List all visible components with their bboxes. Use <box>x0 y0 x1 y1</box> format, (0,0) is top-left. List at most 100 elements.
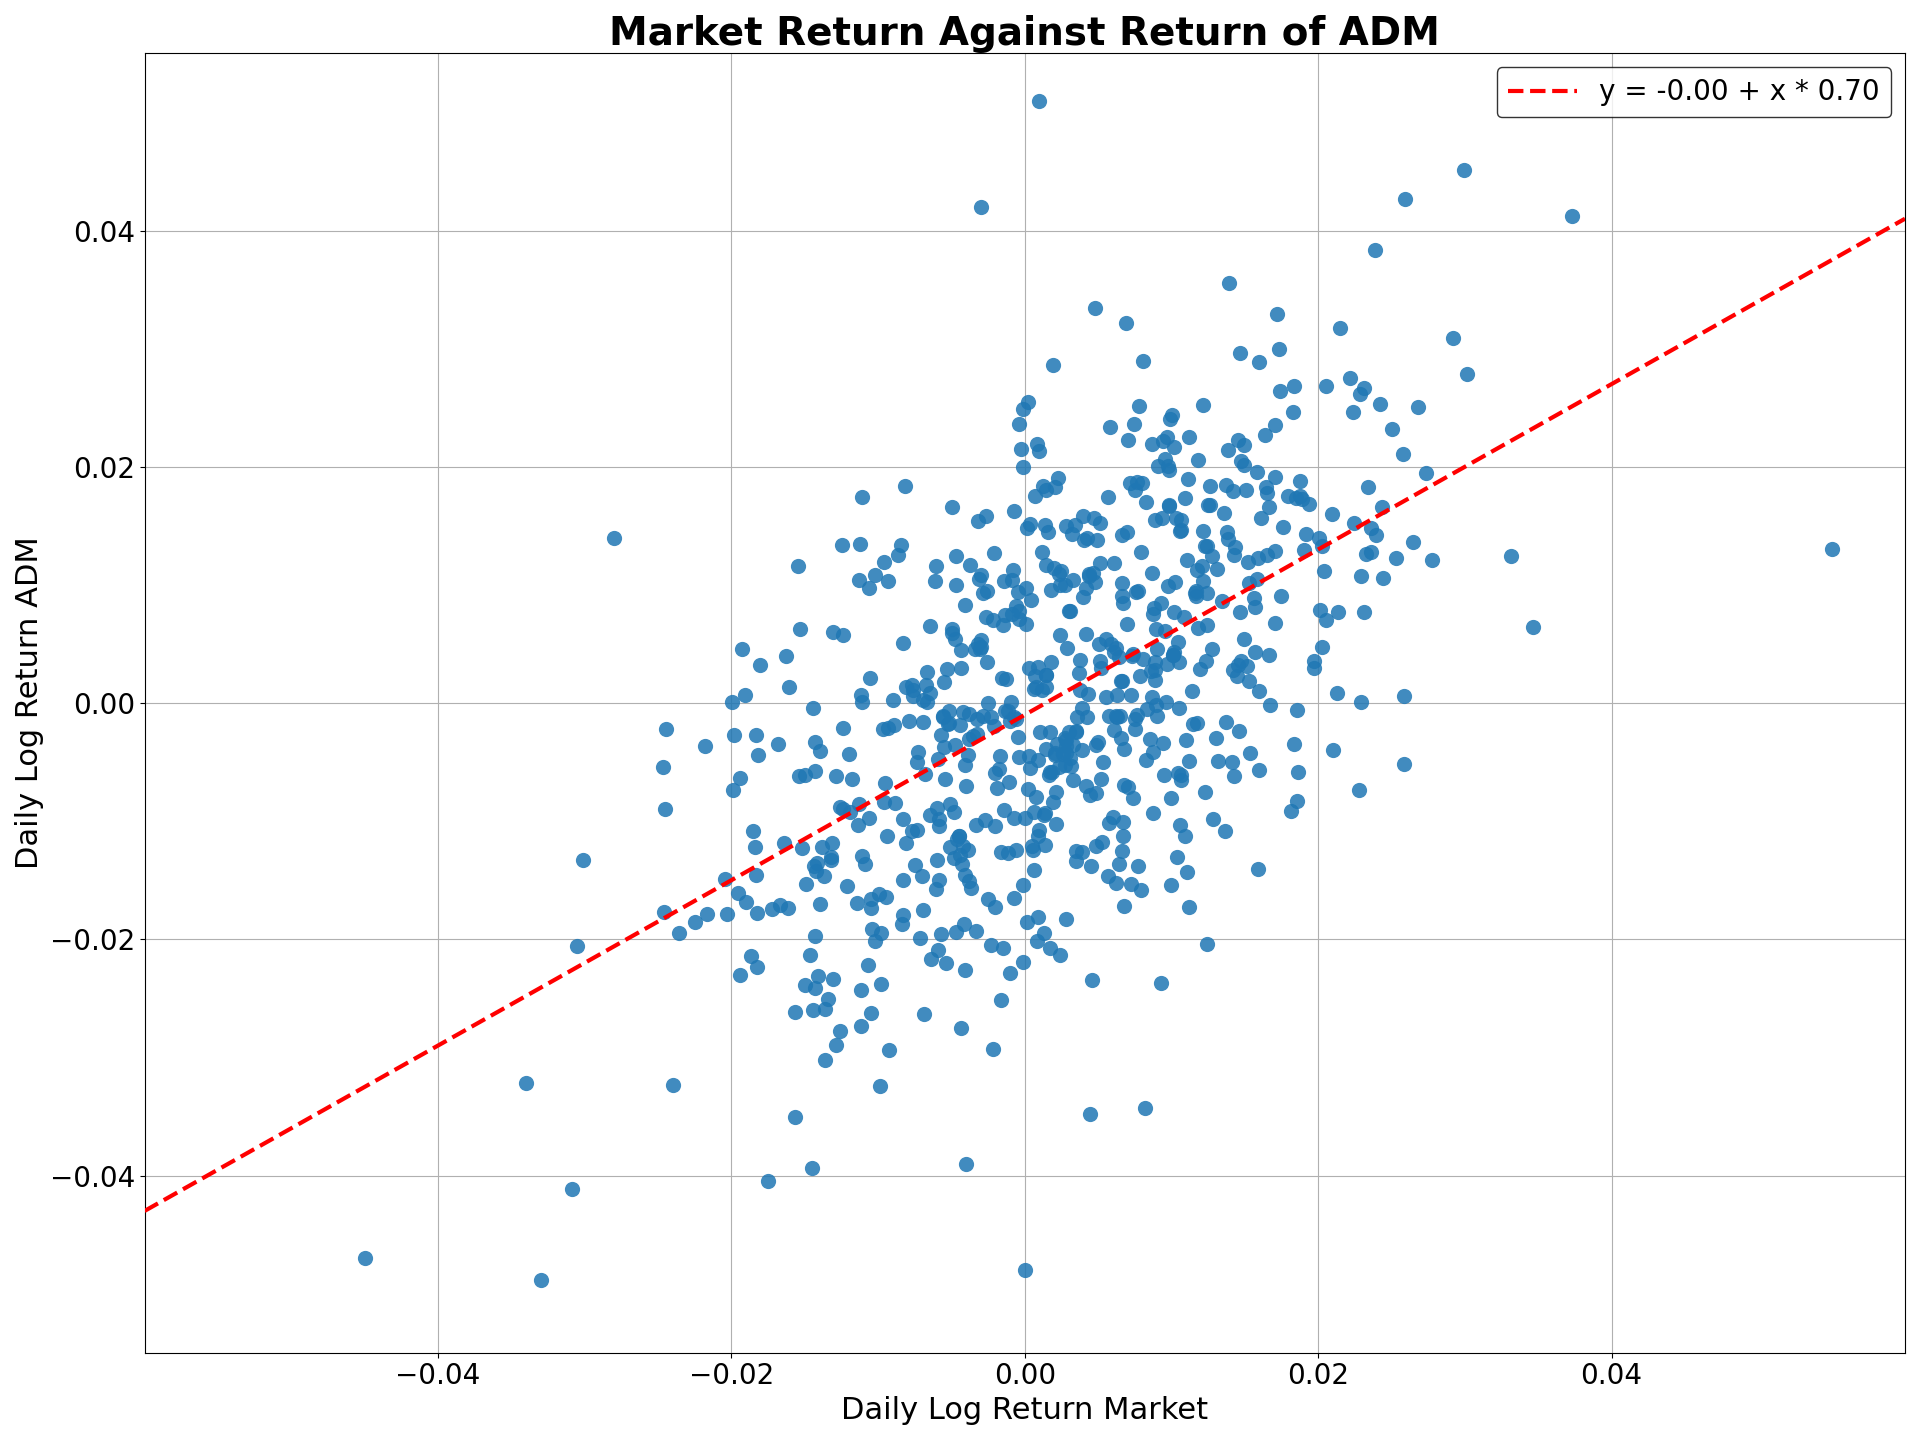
Point <box>989 936 1020 959</box>
Point <box>762 733 793 756</box>
Point <box>526 1269 557 1292</box>
Point <box>1023 89 1054 112</box>
Point <box>1066 696 1096 719</box>
Point <box>952 838 983 861</box>
Point <box>1260 540 1290 563</box>
Point <box>1037 651 1068 674</box>
Point <box>799 855 829 878</box>
Point <box>870 550 900 573</box>
Point <box>1014 778 1044 801</box>
Point <box>1235 742 1265 765</box>
Point <box>950 1152 981 1175</box>
Point <box>1140 658 1171 681</box>
Point <box>1263 380 1294 403</box>
Point <box>1411 462 1442 485</box>
Point <box>933 711 964 734</box>
Point <box>906 688 937 711</box>
Point <box>1225 600 1256 624</box>
Point <box>785 837 816 860</box>
Point <box>860 929 891 952</box>
Point <box>1390 187 1421 210</box>
Point <box>1206 589 1236 612</box>
Point <box>1212 438 1242 461</box>
Point <box>1031 675 1062 698</box>
Point <box>1054 599 1085 622</box>
Point <box>941 828 972 851</box>
Point <box>1100 704 1131 727</box>
Point <box>1127 648 1158 671</box>
Point <box>801 860 831 883</box>
Point <box>1081 780 1112 804</box>
Point <box>899 678 929 701</box>
Point <box>1029 804 1060 827</box>
Point <box>1388 753 1419 776</box>
Point <box>756 897 787 920</box>
Point <box>1160 570 1190 593</box>
Point <box>910 762 941 785</box>
Point <box>1137 740 1167 763</box>
Point <box>1223 720 1254 743</box>
Point <box>1069 577 1100 600</box>
Point <box>964 567 995 590</box>
Point <box>724 963 755 986</box>
Point <box>835 801 866 824</box>
Point <box>1277 799 1308 822</box>
Point <box>1043 467 1073 490</box>
Point <box>956 876 987 899</box>
Point <box>935 792 966 815</box>
Point <box>1023 825 1054 848</box>
Point <box>741 956 772 979</box>
Point <box>935 835 966 858</box>
Point <box>847 690 877 713</box>
Point <box>977 1038 1008 1061</box>
Point <box>1183 711 1213 734</box>
Point <box>1348 377 1379 400</box>
Point <box>1244 350 1275 373</box>
Point <box>774 675 804 698</box>
Point <box>948 913 979 936</box>
Point <box>511 1071 541 1094</box>
Point <box>1356 517 1386 540</box>
Point <box>979 896 1010 919</box>
Point <box>1146 972 1177 995</box>
Point <box>1233 550 1263 573</box>
Point <box>1288 539 1319 562</box>
Point <box>1148 763 1179 786</box>
Point <box>1154 408 1185 431</box>
Point <box>1116 644 1146 667</box>
Point <box>1094 811 1125 834</box>
Point <box>1150 619 1181 642</box>
Point <box>939 628 970 651</box>
Point <box>1213 527 1244 550</box>
Point <box>948 701 979 724</box>
Point <box>1365 393 1396 416</box>
Point <box>691 903 722 926</box>
Point <box>1092 485 1123 508</box>
Point <box>1054 747 1085 770</box>
Point <box>1075 854 1106 877</box>
Point <box>856 1002 887 1025</box>
Point <box>1219 765 1250 788</box>
Point <box>1286 487 1317 510</box>
Point <box>1388 442 1419 465</box>
Point <box>1188 780 1219 804</box>
Point <box>1388 684 1419 707</box>
Point <box>1069 528 1100 552</box>
Point <box>1131 697 1162 720</box>
Point <box>1344 779 1375 802</box>
Point <box>1020 678 1050 701</box>
Point <box>1008 455 1039 478</box>
Point <box>1125 664 1156 687</box>
Point <box>1242 547 1273 570</box>
Point <box>1148 732 1179 755</box>
Point <box>1121 579 1152 602</box>
Point <box>1238 641 1269 664</box>
Point <box>1119 412 1150 435</box>
Point <box>852 576 883 599</box>
Point <box>1352 543 1382 566</box>
Point <box>945 842 975 865</box>
Point <box>931 952 962 975</box>
Point <box>954 554 985 577</box>
Point <box>1146 507 1177 530</box>
Point <box>828 534 858 557</box>
